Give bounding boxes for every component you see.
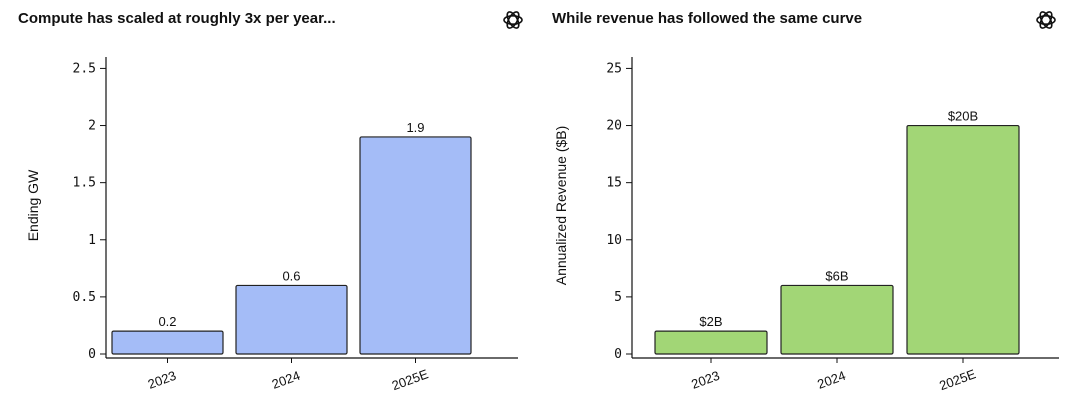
y-tick-label: 2.5 bbox=[73, 61, 96, 76]
chart-title: While revenue has followed the same curv… bbox=[552, 10, 863, 27]
y-tick-label: 0 bbox=[614, 347, 622, 362]
bar bbox=[235, 284, 348, 355]
x-tick-label: 2024 bbox=[270, 368, 302, 392]
x-tick-label: 2023 bbox=[146, 368, 178, 392]
bar bbox=[654, 330, 768, 355]
data-label: $2B bbox=[699, 314, 722, 329]
bar bbox=[780, 284, 894, 355]
y-tick-label: 0 bbox=[88, 347, 96, 362]
y-axis-label: Annualized Revenue ($B) bbox=[553, 126, 569, 286]
revenue-bar-chart: 0 5 10 15 20 25 Annualized Revenue ($B) $2B 2023… bbox=[553, 57, 1059, 393]
x-tick-label: 2024 bbox=[815, 368, 847, 392]
y-tick-label: 1.5 bbox=[73, 176, 96, 191]
openai-logo-icon bbox=[503, 11, 523, 29]
data-label: 1.9 bbox=[406, 120, 424, 135]
y-tick-label: 1 bbox=[88, 233, 96, 248]
data-label: 0.2 bbox=[158, 314, 176, 329]
y-tick-label: 10 bbox=[606, 233, 622, 248]
y-tick-label: 0.5 bbox=[73, 290, 96, 305]
x-tick-label: 2025E bbox=[390, 366, 431, 393]
y-axis-label: Ending GW bbox=[25, 169, 41, 241]
data-label: $6B bbox=[825, 268, 848, 283]
data-label: 0.6 bbox=[282, 268, 300, 283]
bar bbox=[111, 330, 224, 355]
compute-bar-chart: 0 0.5 1 1.5 2 2.5 Ending GW 0.2 2023 0.6 2024 1.9 20… bbox=[25, 57, 518, 393]
y-tick-label: 20 bbox=[606, 119, 622, 134]
bar bbox=[906, 124, 1020, 355]
y-tick-label: 25 bbox=[606, 61, 622, 76]
bar bbox=[359, 136, 472, 355]
openai-logo-icon bbox=[1036, 11, 1056, 29]
y-tick-label: 5 bbox=[614, 290, 622, 305]
x-tick-label: 2023 bbox=[689, 368, 721, 392]
y-tick-label: 15 bbox=[606, 176, 622, 191]
y-tick-label: 2 bbox=[88, 119, 96, 134]
data-label: $20B bbox=[948, 109, 978, 124]
x-tick-label: 2025E bbox=[937, 366, 978, 393]
chart-title: Compute has scaled at roughly 3x per yea… bbox=[18, 10, 336, 27]
